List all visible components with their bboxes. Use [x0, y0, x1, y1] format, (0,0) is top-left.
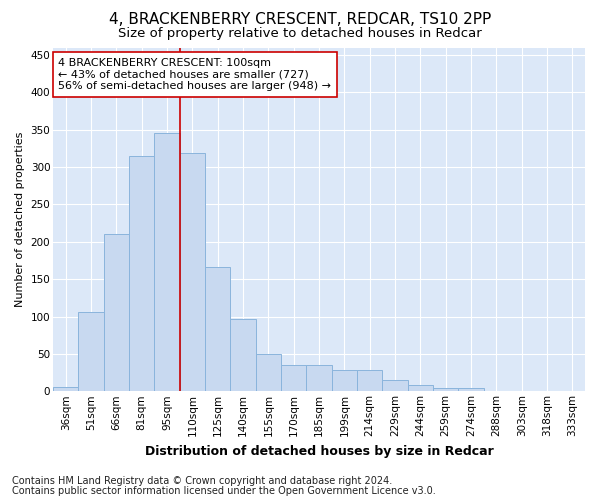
- Bar: [382, 380, 407, 392]
- Bar: [230, 319, 256, 392]
- Y-axis label: Number of detached properties: Number of detached properties: [15, 132, 25, 307]
- Bar: [256, 354, 281, 392]
- Bar: [357, 370, 382, 392]
- Text: Size of property relative to detached houses in Redcar: Size of property relative to detached ho…: [118, 28, 482, 40]
- Bar: [154, 134, 180, 392]
- Bar: [180, 153, 205, 392]
- Text: 4 BRACKENBERRY CRESCENT: 100sqm
← 43% of detached houses are smaller (727)
56% o: 4 BRACKENBERRY CRESCENT: 100sqm ← 43% of…: [58, 58, 331, 91]
- Bar: [281, 365, 307, 392]
- Bar: [79, 312, 104, 392]
- Bar: [205, 267, 230, 392]
- Bar: [509, 390, 535, 392]
- Bar: [407, 386, 433, 392]
- Bar: [560, 390, 585, 392]
- Bar: [433, 388, 458, 392]
- Text: 4, BRACKENBERRY CRESCENT, REDCAR, TS10 2PP: 4, BRACKENBERRY CRESCENT, REDCAR, TS10 2…: [109, 12, 491, 28]
- Text: Contains public sector information licensed under the Open Government Licence v3: Contains public sector information licen…: [12, 486, 436, 496]
- Bar: [307, 365, 332, 392]
- Bar: [129, 156, 154, 392]
- Bar: [332, 370, 357, 392]
- Bar: [104, 234, 129, 392]
- Bar: [458, 388, 484, 392]
- Bar: [484, 390, 509, 392]
- Text: Contains HM Land Registry data © Crown copyright and database right 2024.: Contains HM Land Registry data © Crown c…: [12, 476, 392, 486]
- X-axis label: Distribution of detached houses by size in Redcar: Distribution of detached houses by size …: [145, 444, 493, 458]
- Bar: [53, 387, 79, 392]
